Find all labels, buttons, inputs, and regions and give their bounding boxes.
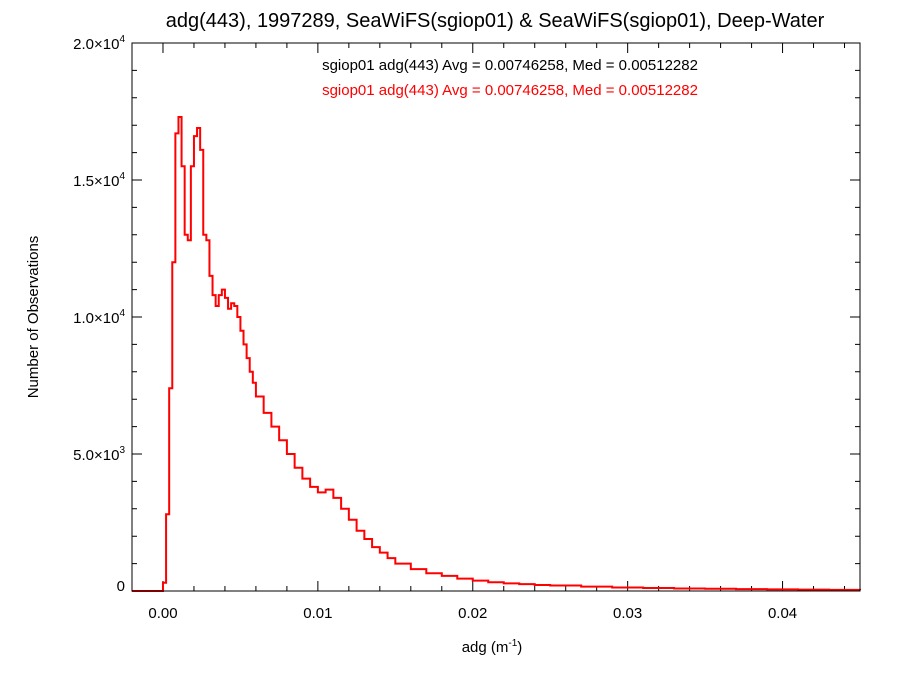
annotation-red: sgiop01 adg(443) Avg = 0.00746258, Med =… [322,82,698,99]
plot-frame [131,42,861,592]
y-axis-label: Number of Observations [25,236,42,399]
y-tick-label: 1.5×104 [73,171,125,190]
x-tick-label: 0.01 [303,605,332,622]
x-tick-label: 0.03 [613,605,642,622]
y-tick-label: 1.0×104 [73,308,125,327]
x-tick-label: 0.04 [768,605,797,622]
annotation-black: sgiop01 adg(443) Avg = 0.00746258, Med =… [322,57,698,74]
series-line [132,115,861,592]
chart-title: adg(443), 1997289, SeaWiFS(sgiop01) & Se… [166,10,825,32]
y-tick-labels: 0 5.0×103 1.0×104 1.5×104 2.0×104 [73,34,125,595]
x-tick-labels: 0.00 0.01 0.02 0.03 0.04 [148,605,797,622]
x-axis-label: adg (m-1) [462,638,523,656]
x-tick-label: 0.00 [148,605,177,622]
y-tick-label: 2.0×104 [73,34,125,53]
y-tick-label: 0 [117,578,125,595]
x-tick-label: 0.02 [458,605,487,622]
y-tick-label: 5.0×103 [73,445,125,464]
